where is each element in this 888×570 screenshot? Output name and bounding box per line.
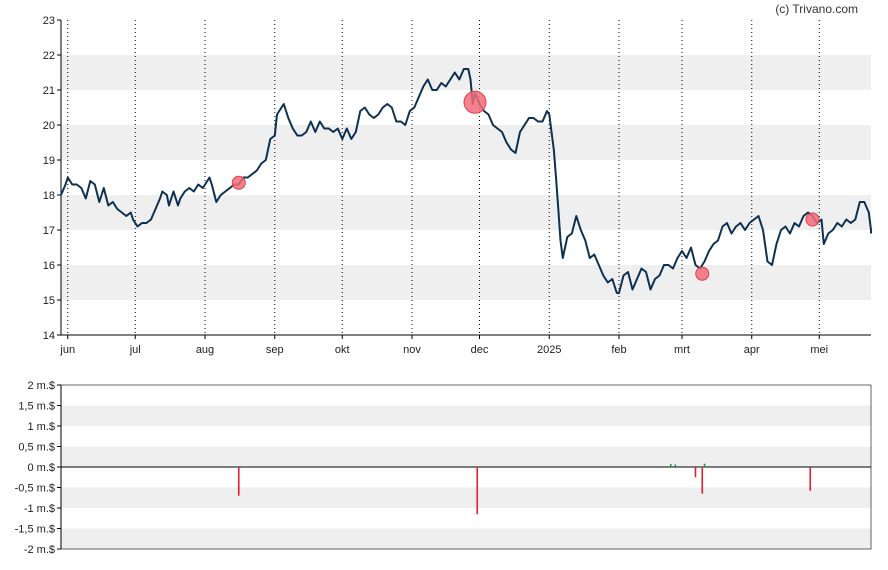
insider-marker	[695, 266, 710, 281]
price-y-tick-label: 17	[43, 225, 55, 237]
month-label: sep	[266, 344, 284, 356]
price-y-tick-label: 16	[43, 260, 55, 272]
insider-marker	[231, 175, 246, 190]
volume-y-tick-label: -1 m.$	[24, 503, 55, 515]
insider-marker	[463, 90, 487, 114]
volume-y-tick-label: 2 m.$	[27, 380, 55, 392]
volume-y-tick-label: 0 m.$	[27, 462, 55, 474]
month-label: mei	[810, 344, 828, 356]
volume-y-tick-label: -1,5 m.$	[15, 524, 55, 536]
volume-y-tick-label: 1 m.$	[27, 421, 55, 433]
month-label: okt	[335, 344, 350, 356]
price-band	[61, 125, 871, 160]
volume-band	[61, 528, 871, 549]
price-band	[61, 55, 871, 90]
volume-y-tick-label: -0,5 m.$	[15, 483, 55, 495]
volume-band	[61, 487, 871, 508]
price-band	[61, 265, 871, 300]
month-label: aug	[196, 344, 214, 356]
month-label: jun	[59, 344, 75, 356]
price-y-tick-label: 22	[43, 50, 55, 62]
price-y-tick-label: 19	[43, 155, 55, 167]
price-series-line	[60, 68, 872, 294]
volume-band	[61, 446, 871, 467]
month-label: nov	[403, 344, 421, 356]
month-label: mrt	[674, 344, 690, 356]
volume-y-tick-label: 1,5 m.$	[18, 401, 55, 413]
price-y-tick-label: 21	[43, 85, 55, 97]
price-y-tick-label: 18	[43, 190, 55, 202]
volume-y-tick-label: 0,5 m.$	[18, 442, 55, 454]
price-y-tick-label: 15	[43, 295, 55, 307]
price-band	[61, 195, 871, 230]
price-y-tick-label: 14	[43, 330, 55, 342]
price-y-tick-label: 20	[43, 120, 55, 132]
volume-band	[61, 405, 871, 426]
volume-y-tick-label: -2 m.$	[24, 544, 55, 556]
month-label: dec	[471, 344, 489, 356]
insider-marker	[805, 212, 820, 227]
month-label: jul	[129, 344, 141, 356]
copyright-label: (c) Trivano.com	[775, 2, 858, 16]
month-label: feb	[611, 344, 626, 356]
month-label: apr	[744, 344, 760, 356]
month-label: 2025	[537, 344, 561, 356]
price-y-tick-label: 23	[43, 15, 55, 27]
